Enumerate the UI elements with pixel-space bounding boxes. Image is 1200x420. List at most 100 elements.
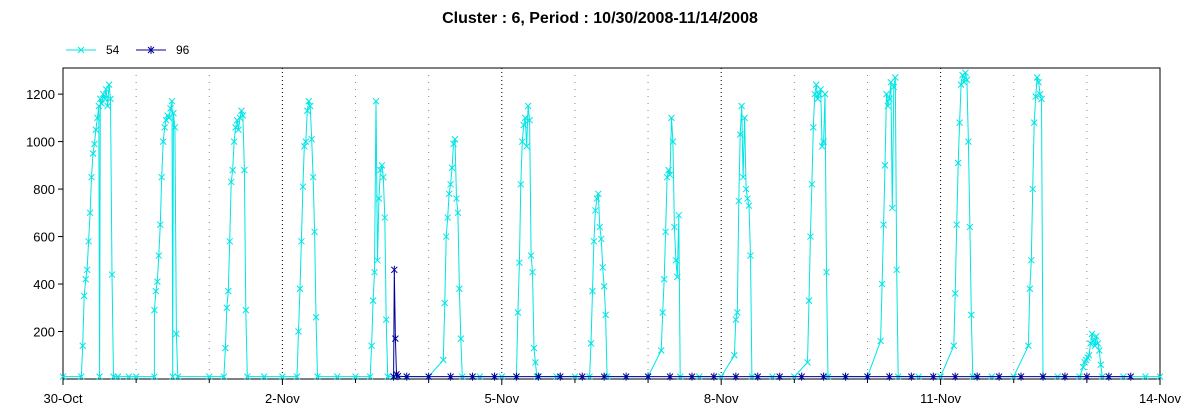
series-54-point	[597, 235, 605, 243]
series-54-point	[515, 259, 523, 267]
x-tick-label-4: 11-Nov	[920, 391, 961, 406]
series-96-point	[973, 372, 981, 381]
series-54-point	[161, 123, 169, 131]
series-54-point	[303, 107, 311, 115]
series-54-point	[59, 373, 67, 380]
series-54-point	[884, 102, 892, 110]
series-54-point	[125, 373, 133, 380]
series-54-point	[963, 76, 971, 84]
series-54-point	[1097, 361, 1105, 369]
series-54-point	[88, 173, 95, 181]
series-line-96	[393, 269, 1131, 378]
series-96-point	[929, 372, 937, 381]
chart-title: Cluster : 6, Period : 10/30/2008-11/14/2…	[442, 10, 758, 27]
series-54-point	[821, 90, 829, 98]
series-96-point	[1105, 372, 1113, 381]
legend-swatch-54	[66, 46, 96, 54]
series-54-point	[456, 285, 463, 293]
series-54-point	[671, 223, 678, 231]
series-54-point	[1095, 347, 1103, 354]
series-54-point	[300, 142, 308, 150]
series-54-point	[302, 138, 310, 145]
series-54-point	[220, 373, 228, 380]
series-54-point	[91, 140, 98, 148]
series-54-point	[1156, 373, 1164, 380]
series-96-point	[578, 372, 586, 381]
series-54-point	[89, 150, 97, 157]
series-96-point	[666, 372, 674, 381]
series-54-point	[662, 228, 669, 236]
series-96-point	[864, 372, 871, 381]
y-tick-label-2: 600	[33, 230, 55, 245]
series-54-point	[878, 280, 886, 288]
series-54-point	[1094, 340, 1102, 347]
series-54-point	[447, 180, 454, 188]
series-54-point	[820, 138, 827, 145]
x-tick-label-5: 14-Nov	[1139, 391, 1181, 406]
series-54-point	[956, 119, 963, 126]
series-54-point	[1032, 93, 1040, 100]
series-54-point	[807, 233, 814, 240]
x-tick-label-1: 2-Nov	[265, 391, 300, 406]
series-54-point	[451, 135, 459, 143]
series-96-point	[951, 372, 959, 381]
series-96-point	[403, 372, 411, 381]
series-54-point	[1025, 342, 1032, 350]
series-96-point	[688, 372, 696, 381]
series-96-point	[425, 372, 433, 381]
legend-label-54: 54	[106, 43, 120, 57]
series-96-point	[798, 372, 806, 381]
series-96-point	[886, 372, 893, 381]
series-54-point	[1079, 363, 1087, 371]
y-tick-label-1: 400	[33, 277, 55, 292]
series-54-point	[954, 159, 962, 167]
series-54-point	[592, 207, 599, 214]
series-54-point	[174, 373, 182, 380]
series-54-point	[242, 306, 250, 314]
series-54-point	[1026, 285, 1034, 293]
series-54-point	[453, 195, 460, 202]
series-54-point	[808, 180, 816, 188]
series-96-point	[1083, 372, 1091, 381]
series-54-point	[173, 330, 180, 338]
series-54-point	[442, 233, 450, 240]
series-96-point	[491, 372, 498, 381]
series-54-point	[296, 285, 304, 293]
series-54-point	[222, 344, 229, 352]
series-54-point	[457, 335, 465, 342]
series-54-point	[80, 292, 88, 300]
x-tick-label-0: 30-Oct	[43, 391, 82, 406]
series-54-point	[448, 164, 456, 172]
series-96-point	[600, 372, 608, 381]
y-tick-label-5: 1200	[26, 87, 55, 102]
series-54-point	[98, 100, 106, 107]
series-54-point	[1027, 256, 1035, 264]
series-54-point	[229, 166, 237, 174]
legend-swatch-96	[136, 46, 166, 54]
series-54-point	[445, 190, 453, 198]
series-54-point	[672, 256, 680, 264]
series-54-point	[371, 268, 378, 276]
series-54-point	[227, 178, 235, 186]
series-54-point	[967, 311, 975, 319]
series-54-point	[450, 140, 457, 148]
series-54-point	[951, 290, 959, 297]
series-54-point	[85, 237, 92, 245]
series-54-point	[153, 278, 161, 286]
series-54-point	[596, 223, 604, 231]
series-54-point	[1088, 330, 1096, 338]
series-96-point	[907, 372, 915, 381]
series-54-point	[1030, 119, 1038, 126]
series-54-point	[532, 359, 539, 366]
series-96-point	[390, 265, 398, 274]
series-54-point	[243, 373, 251, 380]
series-54-point	[529, 268, 536, 276]
series-54-point	[517, 180, 525, 188]
series-54-point	[102, 86, 110, 93]
series-54-point	[744, 195, 751, 202]
series-54-point	[101, 95, 109, 103]
series-96-point	[1039, 372, 1047, 381]
series-line-54	[63, 72, 1160, 378]
series-54-point	[815, 90, 823, 98]
series-54-point	[293, 373, 301, 380]
